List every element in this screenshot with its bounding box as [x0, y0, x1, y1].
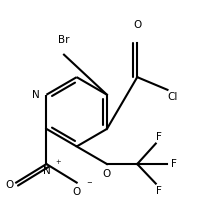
Text: F: F [171, 159, 177, 169]
Text: O: O [73, 187, 81, 197]
Text: N: N [32, 90, 39, 100]
Text: Cl: Cl [168, 92, 178, 102]
Text: O: O [133, 20, 141, 30]
Text: Br: Br [58, 35, 70, 45]
Text: O: O [5, 180, 13, 189]
Text: −: − [86, 181, 92, 187]
Text: +: + [56, 159, 61, 165]
Text: F: F [156, 132, 162, 142]
Text: F: F [156, 186, 162, 196]
Text: O: O [103, 169, 111, 179]
Text: N: N [43, 166, 50, 176]
